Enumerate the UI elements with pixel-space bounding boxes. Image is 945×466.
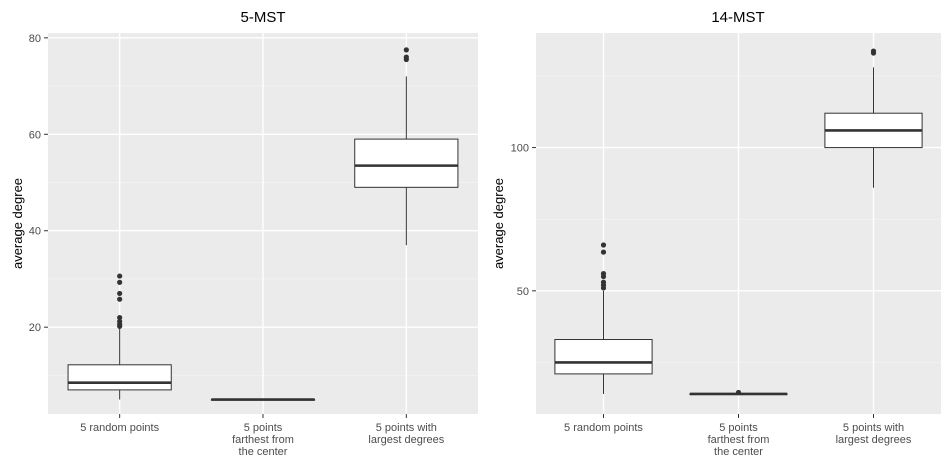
x-tick-label: 5 points with largest degrees [836, 422, 912, 446]
box-iqr [67, 364, 172, 391]
outlier-point [870, 48, 877, 54]
box-3 [354, 47, 459, 246]
y-tick-label: 50 [517, 286, 529, 298]
box-iqr [354, 138, 459, 188]
outlier-point [600, 249, 607, 255]
y-tick-label: 100 [511, 143, 529, 155]
x-tick-label-line: 5 points with [843, 422, 904, 434]
outlier-point [600, 271, 607, 277]
outlier-point [735, 389, 742, 396]
x-tick-label-line: largest degrees [368, 434, 444, 446]
box-3 [824, 48, 923, 188]
x-tick-label-line: farthest from [708, 434, 770, 446]
outlier-point [117, 279, 123, 285]
outlier-point [117, 273, 123, 279]
x-tick-label-line: the center [239, 446, 288, 458]
outlier-point [117, 290, 123, 297]
x-tick-label: 5 points with largest degrees [368, 422, 444, 446]
box-2 [210, 398, 316, 401]
x-tick-label-line: largest degrees [836, 434, 912, 446]
y-axis-label: average degree [10, 178, 25, 269]
box-2 [689, 389, 788, 396]
x-tick-label: 5 random points [564, 422, 643, 434]
box-1 [67, 273, 172, 400]
x-tick-label: 5 points farthest from the center [708, 422, 770, 458]
x-tick-label-line: 5 random points [564, 422, 643, 434]
x-tick-label-line: the center [714, 446, 763, 458]
chart-panel-1: 20 40 60 80 5 random points 5 points farthest … [10, 9, 478, 458]
x-tick-label-line: 5 points with [376, 422, 437, 434]
outlier-point [117, 318, 123, 325]
outlier-point [600, 279, 607, 285]
x-tick-label-line: 5 points [244, 422, 283, 434]
y-tick-label: 60 [29, 129, 41, 141]
outlier-point [117, 314, 123, 321]
outlier-point [117, 296, 123, 302]
x-tick-label: 5 points farthest from the center [232, 422, 294, 458]
y-tick-label: 80 [29, 33, 41, 45]
box-iqr [554, 339, 653, 375]
outlier-point [403, 47, 409, 53]
box-1 [554, 242, 653, 394]
y-tick-label: 40 [29, 226, 41, 238]
outlier-point [403, 54, 409, 60]
x-tick-label-line: farthest from [232, 434, 294, 446]
x-tick-label-line: 5 points [719, 422, 758, 434]
y-tick-label: 20 [29, 322, 41, 334]
x-tick-label: 5 random points [80, 422, 159, 434]
chart-panel-2: 50 100 5 random points 5 points farthest fro… [491, 9, 941, 458]
chart-title: 5-MST [241, 9, 286, 26]
outlier-point [600, 242, 607, 248]
chart-title: 14-MST [711, 9, 764, 26]
x-tick-label-line: 5 random points [80, 422, 159, 434]
y-axis-label: average degree [491, 178, 506, 269]
